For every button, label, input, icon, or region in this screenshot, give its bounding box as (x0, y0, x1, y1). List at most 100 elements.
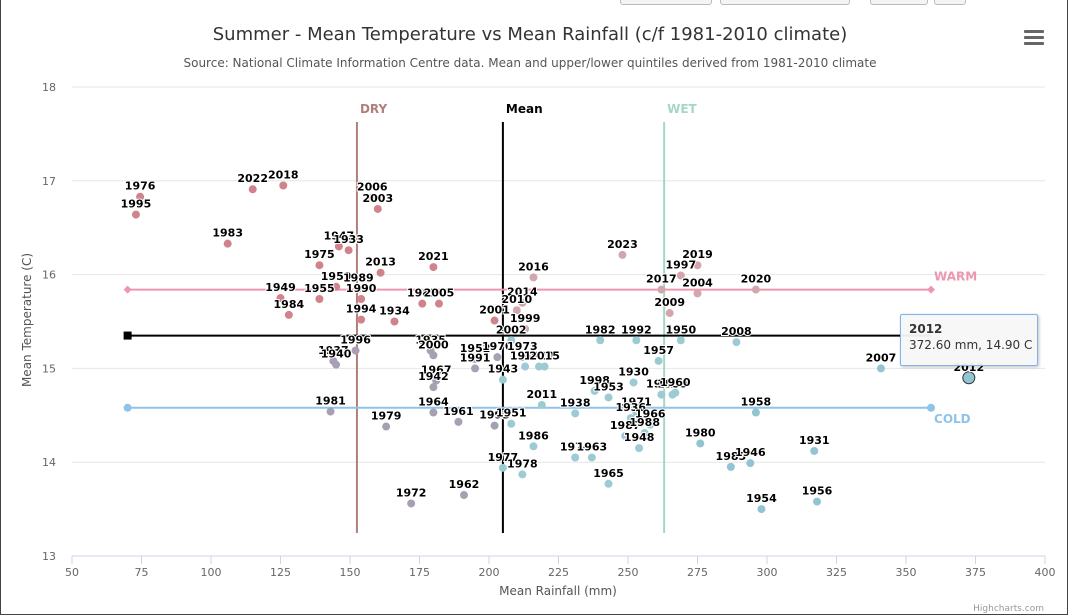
data-point (354, 284, 363, 293)
data-label: 1919 (510, 350, 541, 363)
x-tick-label: 375 (965, 566, 986, 579)
data-point (390, 317, 399, 326)
data-label: 1993 (479, 409, 510, 422)
data-point (540, 362, 549, 371)
x-tick-label: 200 (479, 566, 500, 579)
x-tick-label: 100 (201, 566, 222, 579)
data-point (334, 242, 343, 251)
data-label: 1982 (407, 287, 438, 300)
warm-label: WARM (934, 270, 977, 284)
dry-label: DRY (360, 102, 388, 116)
data-point (810, 446, 819, 455)
data-point (657, 285, 666, 294)
x-tick-label: 75 (135, 566, 149, 579)
data-point (471, 355, 480, 364)
data-point (676, 271, 685, 280)
data-label: 2004 (682, 276, 713, 289)
top-tab-button[interactable] (720, 0, 850, 5)
data-label: 1957 (643, 344, 674, 357)
data-point (326, 407, 335, 416)
data-label: 2010 (501, 293, 532, 306)
cold-reference-line-marker (927, 403, 936, 412)
tooltip-value: 372.60 mm, 14.90 C (909, 338, 1033, 352)
data-point (498, 463, 507, 472)
data-label: 1983 (212, 227, 243, 240)
data-point (529, 442, 538, 451)
mean-label: Mean (506, 102, 543, 116)
data-label: 1935 (415, 334, 446, 347)
data-point (751, 285, 760, 294)
data-label: 1942 (418, 370, 449, 383)
data-label: 1951 (496, 407, 527, 420)
credits[interactable]: Highcharts.com (973, 604, 1044, 614)
data-point (529, 273, 538, 282)
data-label: 1985 (716, 450, 747, 463)
data-label: 1978 (507, 457, 538, 470)
point-tooltip: 2012 372.60 mm, 14.90 C (900, 314, 1038, 366)
x-tick-label: 125 (270, 566, 291, 579)
data-label: 1994 (346, 303, 377, 316)
data-label: 2001 (479, 304, 510, 317)
hamburger-menu-icon[interactable] (1022, 27, 1046, 49)
data-point (315, 261, 324, 270)
x-axis-title: Mean Rainfall (mm) (499, 584, 617, 598)
x-tick-label: 50 (65, 566, 79, 579)
data-label: 2016 (518, 260, 549, 273)
x-tick-label: 250 (618, 566, 639, 579)
top-tab-button[interactable] (870, 0, 928, 5)
data-point (537, 400, 546, 409)
data-point (368, 193, 377, 202)
data-label: 1936 (615, 401, 646, 414)
data-point (493, 353, 502, 362)
top-tab-button[interactable] (620, 0, 712, 5)
data-label: 1987 (610, 419, 641, 432)
data-label: 1920 (524, 350, 555, 363)
y-tick-label: 17 (42, 175, 56, 188)
data-point (459, 491, 468, 500)
warm-reference-line-marker (927, 285, 936, 294)
data-point (629, 378, 638, 387)
data-point (726, 462, 735, 471)
data-label: 1997 (666, 259, 697, 272)
data-point (640, 429, 649, 438)
data-label: 2011 (527, 388, 558, 401)
data-label: 1955 (304, 282, 335, 295)
data-label: 1953 (593, 380, 624, 393)
data-label: 1988 (629, 416, 660, 429)
data-point (621, 431, 630, 440)
data-label: 1959 (321, 270, 352, 283)
x-tick-label: 325 (826, 566, 847, 579)
data-point (813, 497, 822, 506)
data-point (454, 417, 463, 426)
data-label: 2007 (866, 351, 897, 364)
data-point (429, 263, 438, 272)
wet-label: WET (667, 102, 697, 116)
data-label: 1967 (421, 364, 452, 377)
x-tick-label: 175 (409, 566, 430, 579)
top-tab-button[interactable] (934, 0, 966, 5)
data-label: 2006 (357, 181, 388, 194)
data-point (507, 419, 516, 428)
data-point (357, 294, 366, 303)
data-label: 1933 (333, 233, 364, 246)
tooltip-title: 2012 (909, 322, 943, 336)
data-label: 2018 (268, 168, 299, 181)
data-point (332, 360, 341, 369)
data-label: 1979 (371, 410, 402, 423)
data-label: 1937 (318, 344, 349, 357)
data-label: 1984 (274, 298, 305, 311)
data-label: 1948 (624, 431, 655, 444)
data-point (732, 338, 741, 347)
data-point (507, 336, 516, 345)
data-label: 1995 (121, 198, 152, 211)
grid-lines (72, 86, 1045, 463)
y-tick-label: 16 (42, 269, 56, 282)
data-label: 1980 (685, 426, 716, 439)
data-point (518, 470, 527, 479)
data-label: 1991 (460, 351, 491, 364)
data-point (590, 386, 599, 395)
data-point (429, 383, 438, 392)
y-tick-label: 13 (42, 550, 56, 563)
x-tick-label: 350 (896, 566, 917, 579)
data-point (357, 315, 366, 324)
